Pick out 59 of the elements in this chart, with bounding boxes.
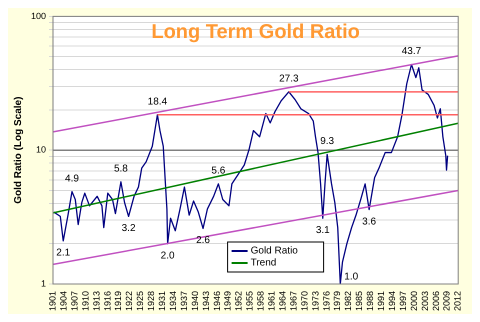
- x-tick-label: 1976: [321, 290, 332, 312]
- x-tick-label: 1910: [80, 290, 90, 312]
- annotation: 9.3: [320, 136, 335, 148]
- x-tick-label: 1982: [343, 290, 354, 312]
- x-tick-label: 1943: [200, 290, 211, 312]
- y-tick-label: 1: [41, 278, 46, 288]
- x-tick-label: 2006: [430, 290, 441, 312]
- x-tick-label: 1934: [168, 290, 178, 312]
- x-tick-label: 1922: [124, 290, 134, 312]
- x-tick-label: 1985: [354, 290, 364, 312]
- x-tick-label: 1967: [288, 290, 298, 312]
- x-tick-label: 2009: [442, 290, 452, 312]
- x-tick-label: 2003: [420, 290, 430, 312]
- x-tick-label: 1919: [113, 290, 124, 312]
- annotation: 3.2: [122, 223, 136, 234]
- y-tick-label: 100: [30, 10, 46, 21]
- x-tick-label: 1904: [58, 290, 68, 312]
- x-tick-label: 1988: [365, 290, 376, 312]
- x-tick-label: 1994: [386, 290, 397, 312]
- chart-title: Long Term Gold Ratio: [151, 20, 360, 43]
- x-tick-label: 1961: [266, 290, 277, 312]
- annotation: 5.8: [114, 164, 128, 175]
- x-tick-label: 1901: [48, 290, 58, 312]
- x-tick-label: 1955: [244, 290, 255, 312]
- x-tick-label: 1997: [398, 290, 408, 312]
- x-tick-label: 1925: [135, 290, 146, 312]
- x-tick-label: 1970: [299, 290, 310, 312]
- annotation: 27.3: [279, 74, 299, 85]
- annotation: 3.1: [316, 224, 330, 236]
- x-tick-label: 2000: [408, 290, 419, 312]
- x-tick-label: 1952: [234, 290, 244, 312]
- x-tick-label: 1958: [256, 290, 266, 312]
- annotation: 3.6: [362, 216, 377, 228]
- legend-label: Gold Ratio: [250, 246, 298, 257]
- x-tick-label: 1916: [102, 290, 112, 312]
- x-tick-label: 1949: [222, 290, 233, 312]
- x-tick-label: 1979: [332, 290, 342, 312]
- annotation: 1.0: [344, 272, 359, 283]
- y-axis-title: Gold Ratio (Log Scale): [12, 96, 24, 204]
- annotation: 18.4: [148, 96, 168, 108]
- legend-label: Trend: [250, 258, 276, 269]
- annotation: 2.1: [56, 248, 71, 259]
- x-tick-label: 1928: [146, 290, 156, 312]
- y-tick-label: 10: [36, 144, 46, 155]
- x-tick-label: 1940: [190, 290, 200, 312]
- annotation: 2.6: [196, 235, 210, 246]
- x-tick-label: 1973: [310, 290, 320, 312]
- annotation: 5.6: [211, 166, 226, 177]
- x-tick-label: 2012: [452, 290, 463, 312]
- x-tick-label: 1931: [157, 290, 168, 312]
- annotation: 43.7: [402, 46, 422, 58]
- x-tick-label: 1913: [91, 290, 102, 312]
- x-tick-label: 1937: [178, 290, 189, 312]
- x-tick-label: 1964: [277, 290, 288, 312]
- annotation: 4.9: [65, 173, 80, 184]
- x-tick-label: 1991: [376, 290, 386, 312]
- x-tick-label: 1946: [212, 290, 222, 312]
- x-tick-label: 1907: [69, 290, 80, 312]
- annotation: 2.0: [160, 250, 176, 262]
